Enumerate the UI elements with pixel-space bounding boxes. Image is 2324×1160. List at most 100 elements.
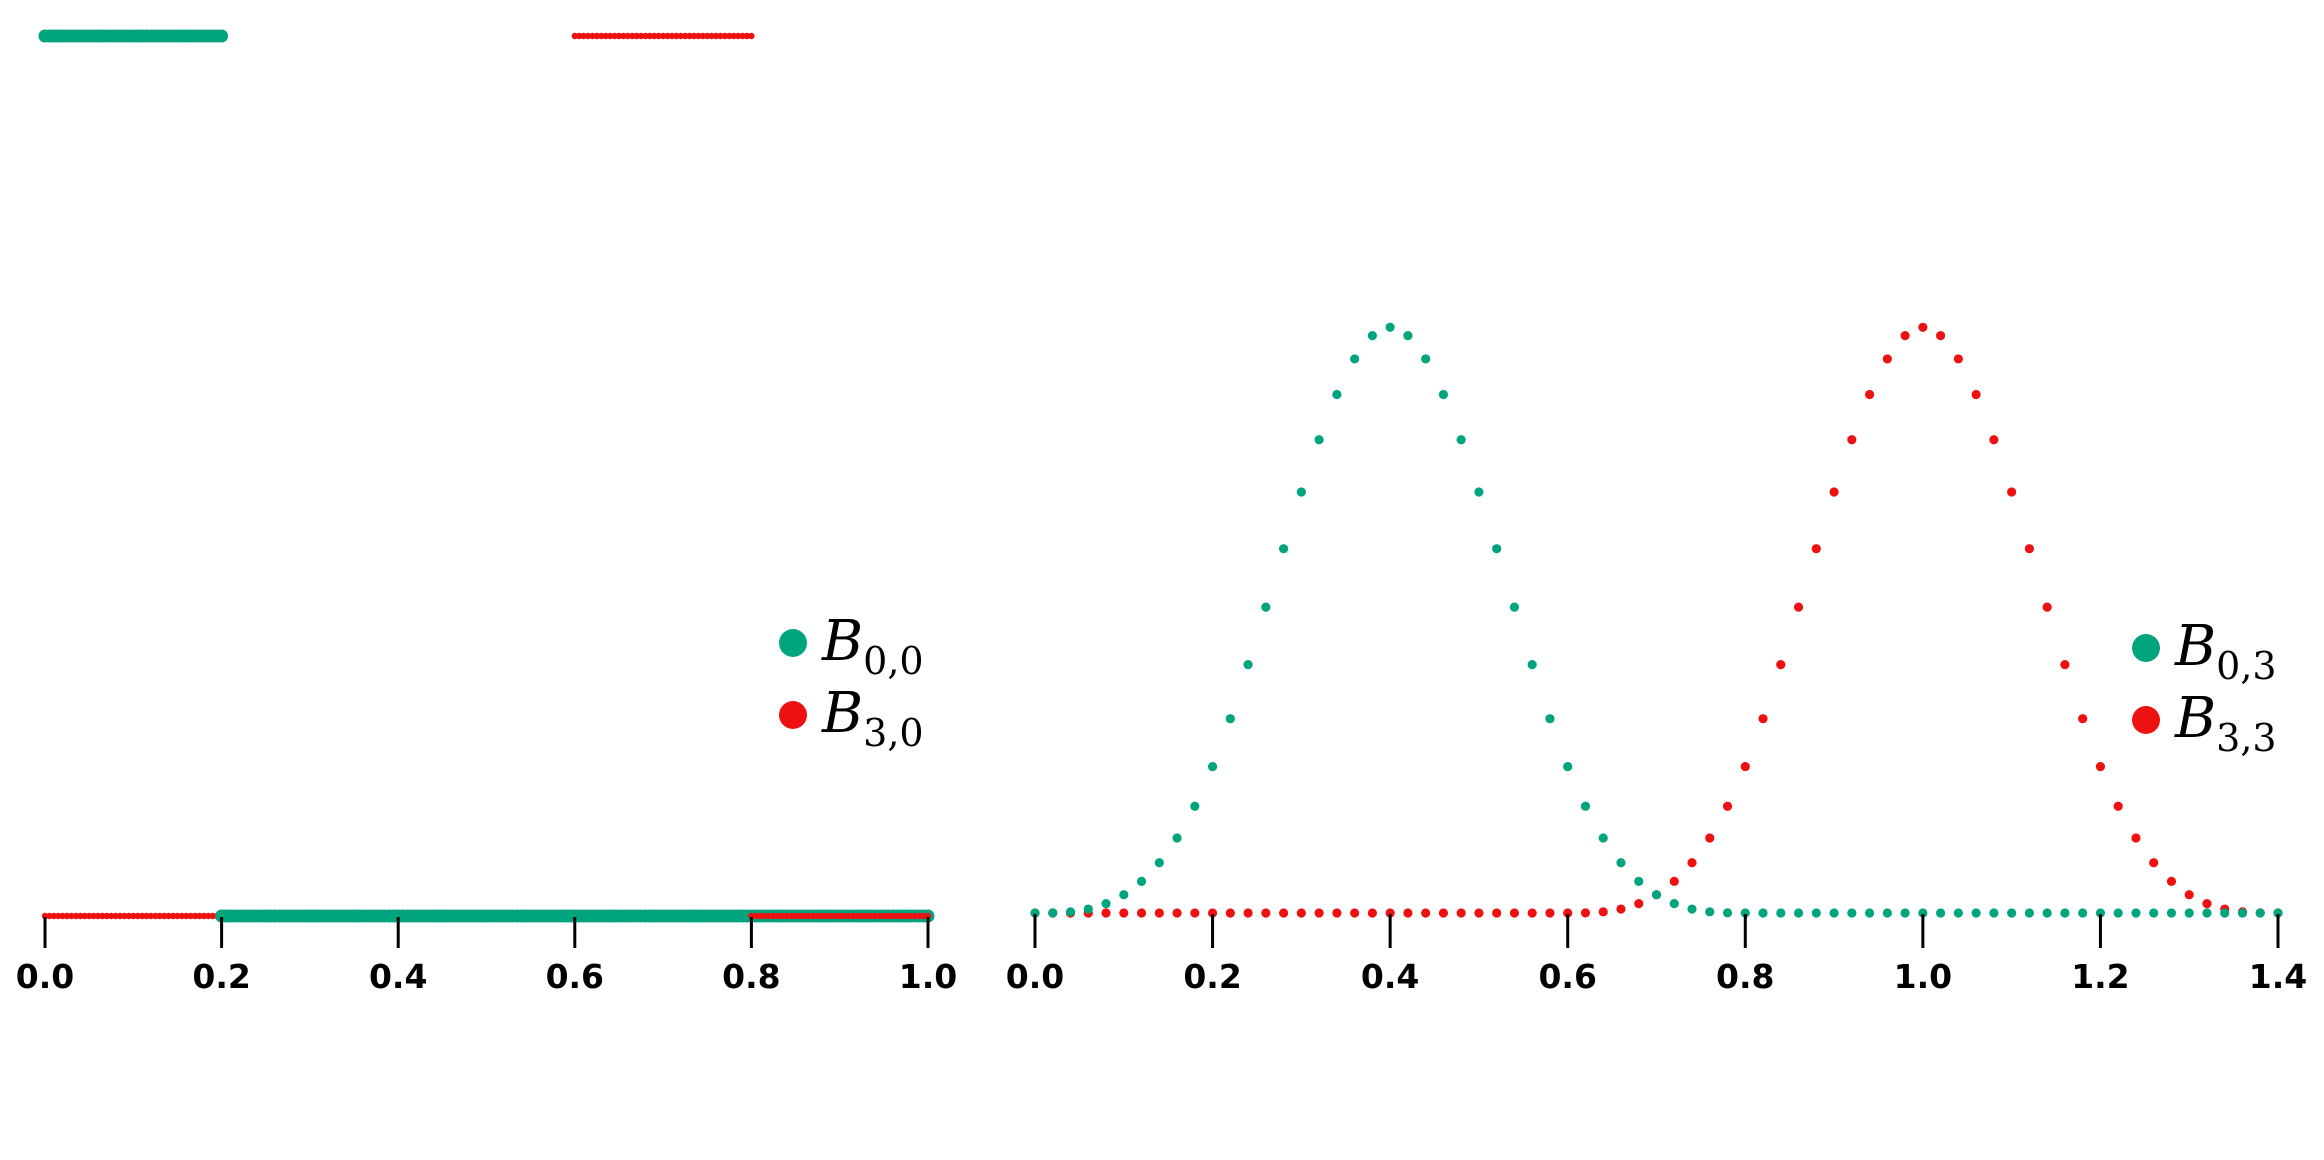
left-point-b30	[814, 912, 821, 920]
right-point-b33	[2113, 801, 2123, 811]
right-point-b03	[1563, 761, 1573, 772]
right-point-b33	[2202, 899, 2212, 909]
left-point-b30	[801, 912, 808, 920]
left-point-b30	[68, 912, 75, 920]
left-point-b30	[147, 912, 155, 920]
left-point-b30	[90, 912, 97, 920]
left-point-b30	[823, 912, 830, 920]
left-point-b30	[580, 32, 587, 40]
left-point-b30	[637, 32, 645, 40]
right-point-b03	[1793, 908, 1804, 918]
right-point-b33	[1580, 908, 1591, 918]
left-point-b30	[72, 912, 80, 920]
right-point-b03	[1332, 389, 1342, 400]
left-point-b30	[143, 912, 150, 920]
right-point-b33	[1776, 660, 1786, 670]
left-point-b30	[664, 32, 671, 40]
left-point-b30	[659, 32, 667, 40]
left-point-b30	[915, 912, 923, 920]
right-point-b33	[1421, 908, 1431, 918]
right-point-b33	[1403, 908, 1413, 918]
left-point-b30	[633, 32, 640, 40]
right-point-b33	[1758, 714, 1768, 724]
right-point-b03	[1580, 801, 1591, 811]
left-point-b30	[576, 32, 583, 40]
right-point-b03	[1190, 801, 1200, 811]
legend-label-b33-sub: 3,3	[2216, 716, 2276, 760]
right-point-b03	[1971, 908, 1981, 918]
right-point-b33	[1172, 908, 1182, 918]
right-point-b33	[2060, 660, 2070, 670]
right-point-b03	[1722, 908, 1733, 918]
legend-marker-b00	[779, 629, 807, 657]
right-point-b03	[2202, 908, 2212, 918]
right-point-b03	[1953, 908, 1963, 918]
right-point-b03	[2255, 908, 2265, 918]
left-point-b30	[920, 912, 927, 920]
right-tick-label-7: 1.4	[2249, 957, 2307, 996]
right-point-b03	[1545, 714, 1555, 724]
right-point-b03	[1279, 544, 1289, 554]
svg-text:B0,3: B0,3	[2174, 614, 2277, 688]
right-tick-label-6: 1.2	[2071, 957, 2129, 996]
right-point-b03	[1634, 876, 1644, 886]
left-point-b30	[761, 912, 768, 920]
left-point-b30	[620, 32, 627, 40]
right-point-b33	[1669, 876, 1679, 886]
right-point-b03	[1243, 660, 1253, 670]
left-point-b30	[598, 32, 605, 40]
right-point-b33	[1793, 602, 1804, 612]
left-point-b30	[629, 32, 636, 40]
left-point-b30	[708, 32, 715, 40]
left-point-b30	[602, 32, 609, 40]
right-point-b33	[1687, 858, 1697, 868]
right-point-b03	[1350, 354, 1360, 364]
left-point-b30	[748, 32, 755, 40]
left-point-b30	[739, 32, 746, 40]
left-point-b30	[704, 32, 711, 40]
svg-text:B3,3: B3,3	[2174, 686, 2277, 760]
left-point-b30	[712, 32, 720, 40]
left-point-b30	[743, 32, 751, 40]
left-tick-label-0: 0.0	[16, 957, 74, 996]
left-point-b30	[108, 912, 115, 920]
left-point-b30	[849, 912, 857, 920]
left-point-b30	[845, 912, 852, 920]
right-point-b33	[1243, 908, 1253, 918]
right-point-b33	[1438, 908, 1449, 918]
right-point-b03	[1669, 899, 1679, 909]
left-point-b30	[783, 912, 790, 920]
right-point-b33	[1864, 389, 1875, 400]
left-tick-label-1: 0.2	[192, 957, 250, 996]
right-point-b33	[1882, 354, 1892, 364]
right-point-b33	[1918, 322, 1928, 332]
right-point-b33	[1847, 435, 1857, 445]
left-tick-label-2: 0.4	[369, 957, 427, 996]
left-point-b30	[606, 32, 614, 40]
right-point-b03	[1776, 908, 1786, 918]
right-point-b33	[1136, 908, 1147, 918]
left-point-b30	[717, 32, 724, 40]
right-point-b33	[1527, 908, 1537, 918]
right-point-b03	[2078, 908, 2088, 918]
left-point-b30	[209, 912, 216, 920]
left-chart: 0.0 0.2 0.4 0.6 0.8 1.0 B0,0 B3,0	[16, 29, 957, 996]
left-point-b30	[187, 912, 194, 920]
right-point-b03	[1367, 331, 1377, 341]
right-point-b33	[1456, 908, 1466, 918]
legend-label-b03-main: B	[2174, 614, 2216, 679]
left-point-b30	[734, 32, 742, 40]
right-point-b33	[2166, 876, 2177, 886]
right-point-b03	[1296, 487, 1306, 497]
left-point-b30	[774, 912, 782, 920]
right-point-b03	[1864, 908, 1875, 918]
right-point-b03	[1527, 660, 1537, 670]
right-point-b03	[1314, 435, 1324, 445]
legend-label-b00-main: B	[821, 609, 863, 674]
left-point-b30	[642, 32, 649, 40]
left-tick-label-4: 0.8	[722, 957, 780, 996]
left-point-b30	[752, 912, 760, 920]
legend-label-b03-sub: 0,3	[2216, 644, 2276, 688]
right-point-b33	[2131, 833, 2141, 843]
right-point-b33	[1367, 908, 1377, 918]
